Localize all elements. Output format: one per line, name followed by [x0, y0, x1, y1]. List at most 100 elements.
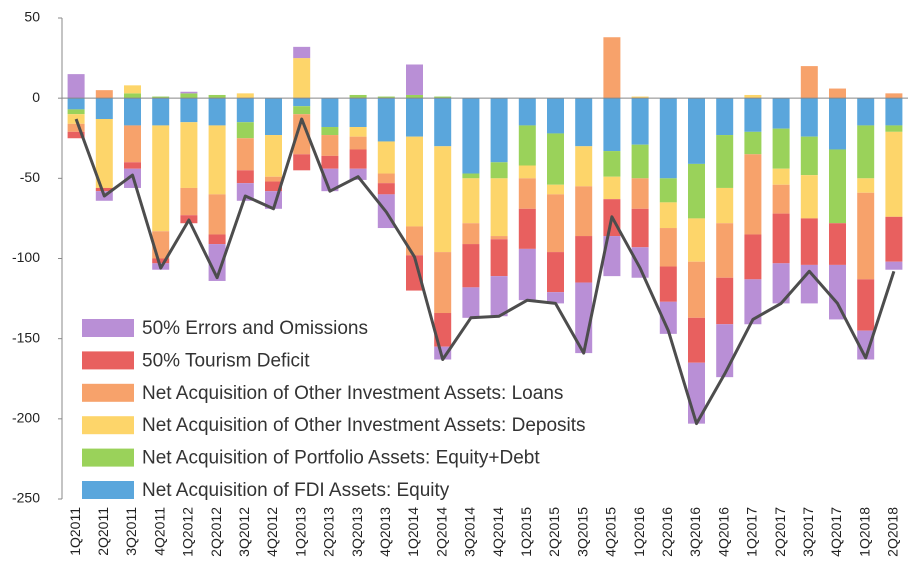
- bar-segment: [772, 98, 790, 129]
- y-tick-label: -250: [12, 490, 40, 506]
- bar-segment: [800, 218, 818, 265]
- bar-segment: [490, 178, 508, 237]
- bar-segment: [744, 154, 762, 235]
- x-tick-label: 1Q2017: [744, 507, 760, 557]
- bar-segment: [603, 98, 621, 152]
- x-tick-label: 1Q2016: [631, 507, 647, 557]
- bar-segment: [547, 292, 564, 304]
- bar-segment: [772, 213, 790, 264]
- bar-segment: [744, 131, 762, 155]
- x-tick-label: 3Q2014: [462, 507, 478, 557]
- bar-segment: [518, 178, 536, 209]
- x-tick-label: 1Q2018: [856, 507, 872, 557]
- x-tick-label: 2Q2015: [546, 507, 562, 557]
- bar-segment: [885, 131, 903, 217]
- bar-segment: [434, 252, 452, 314]
- bar-segment: [518, 98, 536, 126]
- bar-segment: [67, 123, 85, 132]
- bar-segment: [293, 106, 311, 115]
- bar-segment: [406, 226, 423, 256]
- bar-segment: [716, 223, 734, 278]
- bar-segment: [688, 98, 705, 164]
- bar-segment: [716, 187, 734, 224]
- bar-segment: [885, 125, 903, 132]
- bar-segment: [659, 228, 677, 267]
- bar-segment: [885, 93, 903, 99]
- bar-segment: [434, 346, 452, 360]
- legend-swatch: [82, 383, 134, 402]
- bar-segment: [659, 301, 677, 334]
- bar-segment: [631, 208, 649, 248]
- bar-segment: [152, 98, 170, 126]
- bar-segment: [857, 178, 875, 193]
- bar-segment: [575, 98, 593, 147]
- bar-segment: [603, 37, 621, 99]
- bar-segment: [236, 122, 254, 139]
- x-tick-label: 2Q2017: [772, 507, 788, 557]
- x-tick-label: 1Q2014: [405, 507, 421, 557]
- x-tick-label: 4Q2011: [151, 507, 167, 556]
- bar-segment: [857, 192, 875, 280]
- bar-segment: [321, 127, 339, 136]
- bar-segment: [406, 64, 423, 95]
- bar-segment: [349, 168, 367, 180]
- x-tick-label: 4Q2012: [264, 507, 280, 557]
- bars: [67, 37, 903, 426]
- bar-segment: [631, 96, 649, 99]
- bar-segment: [800, 66, 818, 99]
- x-tick-label: 1Q2015: [518, 507, 534, 557]
- bar-segment: [124, 98, 141, 126]
- bar-segment: [716, 277, 734, 325]
- total-line: [74, 117, 896, 426]
- axes: -250 -200 -150 -100 -50 0 50 1Q2011 2Q2011 3Q2011…: [12, 9, 908, 557]
- bar-segment: [688, 261, 705, 318]
- bar-segment: [772, 184, 790, 214]
- bar-segment: [547, 194, 564, 253]
- bar-segment: [349, 149, 367, 169]
- bar-segment: [631, 178, 649, 209]
- x-tick-label: 4Q2013: [377, 507, 393, 557]
- bar-segment: [744, 94, 762, 99]
- bar-segment: [659, 202, 677, 229]
- y-tick-label: -50: [20, 169, 40, 185]
- bar-segment: [95, 119, 113, 188]
- x-tick-label: 4Q2016: [715, 507, 731, 557]
- bar-segment: [293, 46, 311, 59]
- bar-segment: [688, 218, 705, 262]
- y-tick-label: -200: [12, 410, 40, 426]
- y-tick-label: -100: [12, 249, 40, 265]
- y-tick-label: 50: [24, 9, 40, 25]
- x-tick-label: 2Q2011: [95, 507, 111, 556]
- bar-segment: [349, 98, 367, 128]
- bar-segment: [631, 144, 649, 179]
- legend-swatch: [82, 319, 134, 337]
- bar-segment: [152, 258, 170, 264]
- legend-label: Net Acquisition of Other Investment Asse…: [142, 415, 586, 436]
- bar-segment: [688, 317, 705, 363]
- bar-segment: [265, 176, 282, 182]
- bar-segment: [152, 125, 170, 232]
- bar-segment: [434, 96, 452, 99]
- bar-segment: [208, 98, 226, 126]
- legend-label: Net Acquisition of Other Investment Asse…: [142, 383, 563, 404]
- bar-segment: [265, 98, 282, 136]
- x-tick-label: 3Q2015: [574, 507, 590, 557]
- x-tick-label: 1Q2011: [67, 507, 83, 556]
- bar-segment: [659, 266, 677, 302]
- bar-segment: [321, 168, 339, 192]
- bar-segment: [659, 98, 677, 179]
- bar-segment: [321, 135, 339, 156]
- bar-segment: [744, 234, 762, 280]
- bar-segment: [124, 125, 141, 163]
- bar-segment: [406, 98, 423, 137]
- bar-segment: [321, 155, 339, 169]
- legend: 50% Errors and Omissions 50% Tourism Defi…: [82, 318, 586, 501]
- bar-segment: [236, 170, 254, 184]
- bar-segment: [603, 236, 621, 277]
- bar-segment: [688, 163, 705, 219]
- bar-segment: [349, 94, 367, 99]
- bar-segment: [265, 135, 282, 177]
- bar-segment: [208, 94, 226, 99]
- bar-segment: [377, 96, 395, 99]
